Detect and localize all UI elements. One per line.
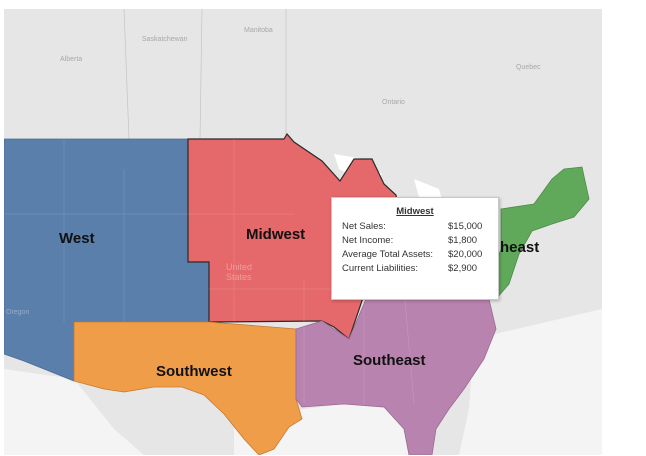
tooltip-row: Current Liabilities: $2,900 xyxy=(342,262,488,276)
pacific-ocean xyxy=(4,369,144,455)
tooltip-row: Net Income: $1,800 xyxy=(342,234,488,248)
tooltip-value: $15,000 xyxy=(448,221,483,232)
region-tooltip: Midwest Net Sales: $15,000 Net Income: $… xyxy=(331,197,499,300)
label-manitoba: Manitoba xyxy=(244,27,273,34)
region-label-west: West xyxy=(59,230,95,247)
tooltip-value: $20,000 xyxy=(448,249,483,260)
region-label-southwest: Southwest xyxy=(156,363,232,380)
tooltip-value: $2,900 xyxy=(448,263,478,274)
region-label-southeast: Southeast xyxy=(353,352,426,369)
label-quebec: Quebec xyxy=(516,64,541,71)
region-label-northeast: heast xyxy=(500,239,540,256)
tooltip-label: Net Income: xyxy=(342,235,394,246)
label-saskatchewan: Saskatchewan xyxy=(142,36,188,43)
tooltip-label: Net Sales: xyxy=(342,221,386,232)
label-alberta: Alberta xyxy=(60,56,83,63)
state-borders xyxy=(4,139,415,405)
atlantic-ocean xyxy=(459,309,602,455)
label-ontario: Ontario xyxy=(382,99,405,106)
region-label-midwest: Midwest xyxy=(246,226,306,243)
tooltip-label: Average Total Assets: xyxy=(342,249,434,260)
label-oregon: Oregon xyxy=(6,309,30,316)
province-borders xyxy=(123,9,287,140)
label-united-states: United States xyxy=(226,262,253,282)
tooltip-title: Midwest xyxy=(396,206,434,217)
tooltip-label: Current Liabilities: xyxy=(342,263,419,274)
tooltip-row: Average Total Assets: $20,000 xyxy=(342,248,488,262)
tooltip-value: $1,800 xyxy=(448,235,478,246)
map-view[interactable]: Alberta Saskatchewan Manitoba Ontario Qu… xyxy=(4,9,602,455)
tooltip-row: Net Sales: $15,000 xyxy=(342,220,488,234)
